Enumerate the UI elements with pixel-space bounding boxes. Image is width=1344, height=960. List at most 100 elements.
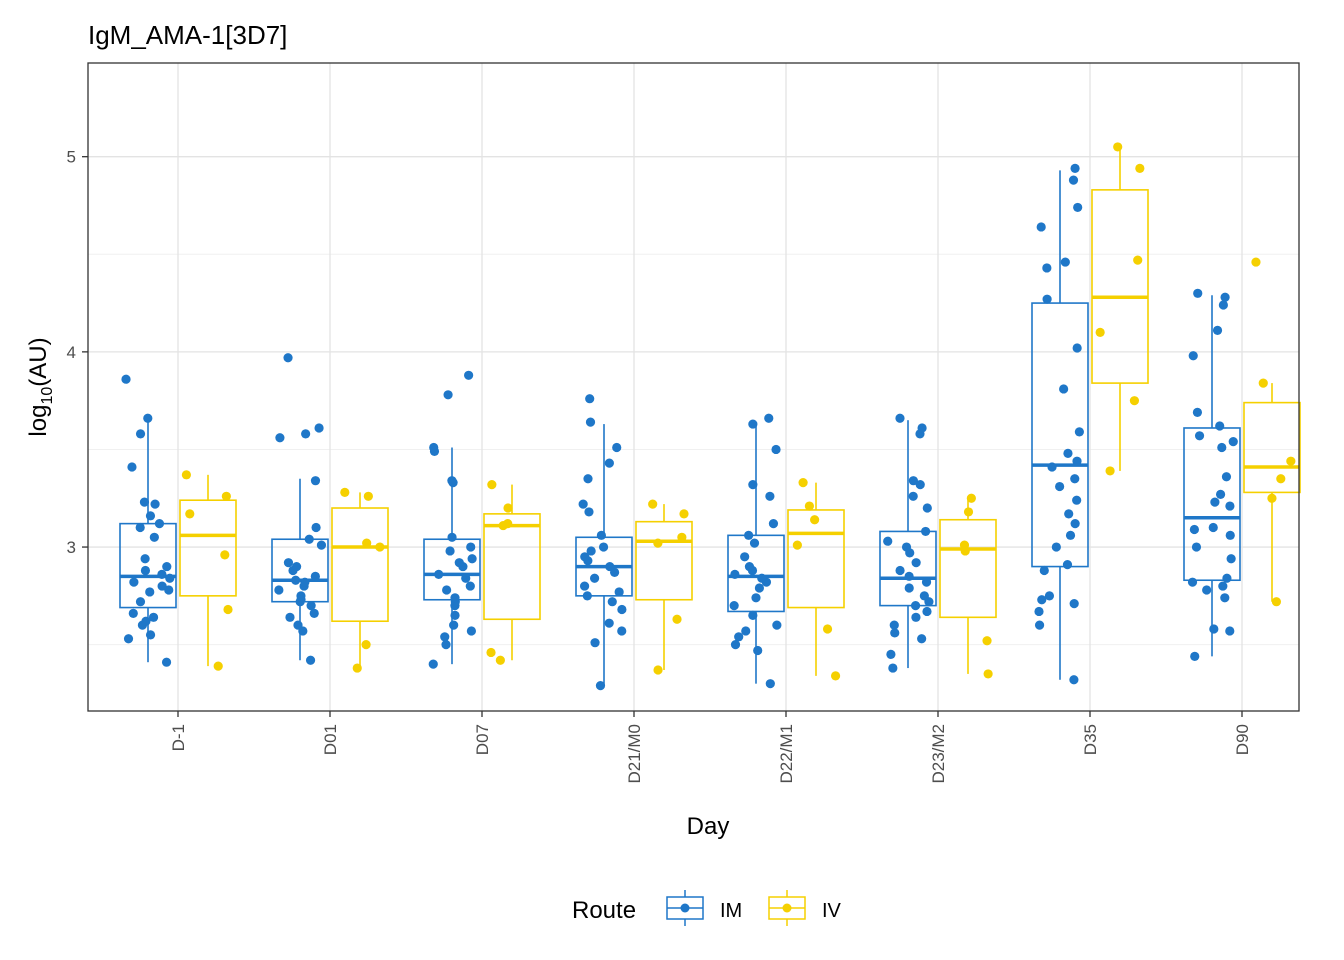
point-iv bbox=[810, 515, 820, 525]
point-im bbox=[741, 626, 751, 636]
point-im bbox=[121, 374, 131, 384]
point-im bbox=[1190, 651, 1200, 661]
point-im bbox=[1037, 595, 1047, 605]
point-im bbox=[1074, 427, 1084, 437]
point-im bbox=[141, 616, 151, 626]
box-iqr bbox=[1031, 302, 1089, 568]
point-iv bbox=[798, 478, 808, 488]
point-im bbox=[283, 558, 294, 568]
point-im bbox=[1228, 437, 1238, 447]
point-im bbox=[771, 444, 781, 455]
point-iv bbox=[648, 499, 658, 509]
point-im bbox=[291, 575, 301, 585]
point-im bbox=[604, 458, 614, 468]
legend-key-im-point bbox=[680, 903, 690, 913]
point-im bbox=[1044, 591, 1055, 601]
point-iv bbox=[220, 550, 230, 560]
point-iv bbox=[963, 507, 974, 517]
box-iv bbox=[1243, 383, 1301, 602]
x-axis: D-1 D01 D07 D21/M0 D22/M1 D23/M2 D35 D90 bbox=[169, 711, 1252, 784]
point-iv bbox=[1105, 466, 1115, 476]
box-iv bbox=[787, 482, 845, 676]
point-im bbox=[579, 581, 590, 591]
box-iqr bbox=[1091, 189, 1149, 384]
point-im bbox=[589, 573, 600, 583]
point-im bbox=[1217, 442, 1227, 453]
point-im bbox=[889, 620, 899, 630]
point-im bbox=[291, 561, 302, 572]
point-im bbox=[1068, 175, 1079, 185]
point-im bbox=[1055, 481, 1065, 492]
point-im bbox=[1215, 489, 1226, 499]
x-tick-label: D21/M0 bbox=[625, 724, 644, 784]
box-im bbox=[1183, 295, 1241, 657]
point-im bbox=[1047, 462, 1057, 472]
point-im bbox=[300, 577, 310, 587]
point-im bbox=[729, 601, 739, 611]
point-im bbox=[450, 593, 460, 603]
point-im bbox=[1212, 325, 1223, 335]
box-iqr bbox=[879, 530, 937, 607]
point-iv bbox=[1251, 257, 1261, 267]
point-im bbox=[145, 587, 155, 597]
point-iv bbox=[1095, 327, 1105, 337]
point-im bbox=[598, 542, 609, 552]
point-im bbox=[165, 573, 175, 583]
point-im bbox=[467, 554, 477, 564]
box-iqr bbox=[727, 534, 785, 613]
point-im bbox=[612, 442, 622, 453]
point-im bbox=[734, 632, 744, 642]
point-im bbox=[1051, 542, 1061, 552]
box-iqr bbox=[119, 522, 177, 609]
point-im bbox=[1192, 407, 1203, 417]
point-im bbox=[744, 561, 755, 572]
point-im bbox=[582, 591, 592, 601]
point-im bbox=[434, 569, 444, 579]
point-im bbox=[466, 542, 476, 552]
legend-label-iv: IV bbox=[822, 900, 842, 922]
point-iv bbox=[653, 538, 663, 548]
point-im bbox=[578, 499, 588, 509]
box-iqr bbox=[331, 507, 389, 623]
point-im bbox=[1225, 530, 1235, 540]
point-im bbox=[596, 530, 606, 540]
chart-title: IgM_AMA-1[3D7] bbox=[88, 20, 287, 50]
point-im bbox=[1221, 472, 1232, 482]
point-im bbox=[465, 581, 475, 591]
point-im bbox=[157, 581, 167, 591]
box-iqr bbox=[1243, 401, 1301, 494]
point-im bbox=[1073, 202, 1083, 213]
x-tick-label: D07 bbox=[473, 724, 492, 755]
point-im bbox=[915, 479, 925, 490]
legend-title: Route bbox=[572, 897, 636, 924]
point-im bbox=[145, 511, 156, 521]
point-iv bbox=[966, 493, 976, 503]
point-im bbox=[274, 585, 284, 595]
point-iv bbox=[375, 542, 385, 552]
point-im bbox=[1208, 522, 1218, 533]
point-im bbox=[135, 429, 146, 439]
x-tick-label: D-1 bbox=[169, 724, 188, 751]
point-im bbox=[1218, 581, 1228, 591]
point-im bbox=[1070, 474, 1080, 484]
point-im bbox=[917, 634, 927, 644]
point-im bbox=[922, 606, 932, 617]
point-im bbox=[316, 540, 327, 550]
point-iv bbox=[822, 624, 833, 634]
point-im bbox=[1215, 421, 1225, 431]
point-im bbox=[275, 433, 285, 443]
point-im bbox=[585, 417, 596, 427]
point-iv bbox=[221, 491, 231, 501]
point-im bbox=[135, 522, 145, 533]
point-im bbox=[895, 413, 905, 423]
point-im bbox=[744, 530, 754, 540]
point-im bbox=[921, 526, 931, 537]
point-im bbox=[1069, 675, 1079, 685]
legend-key-iv bbox=[768, 890, 806, 926]
point-im bbox=[580, 552, 590, 562]
box-iqr bbox=[1183, 427, 1241, 582]
point-im bbox=[428, 659, 438, 669]
point-im bbox=[447, 476, 457, 486]
point-im bbox=[886, 649, 896, 659]
